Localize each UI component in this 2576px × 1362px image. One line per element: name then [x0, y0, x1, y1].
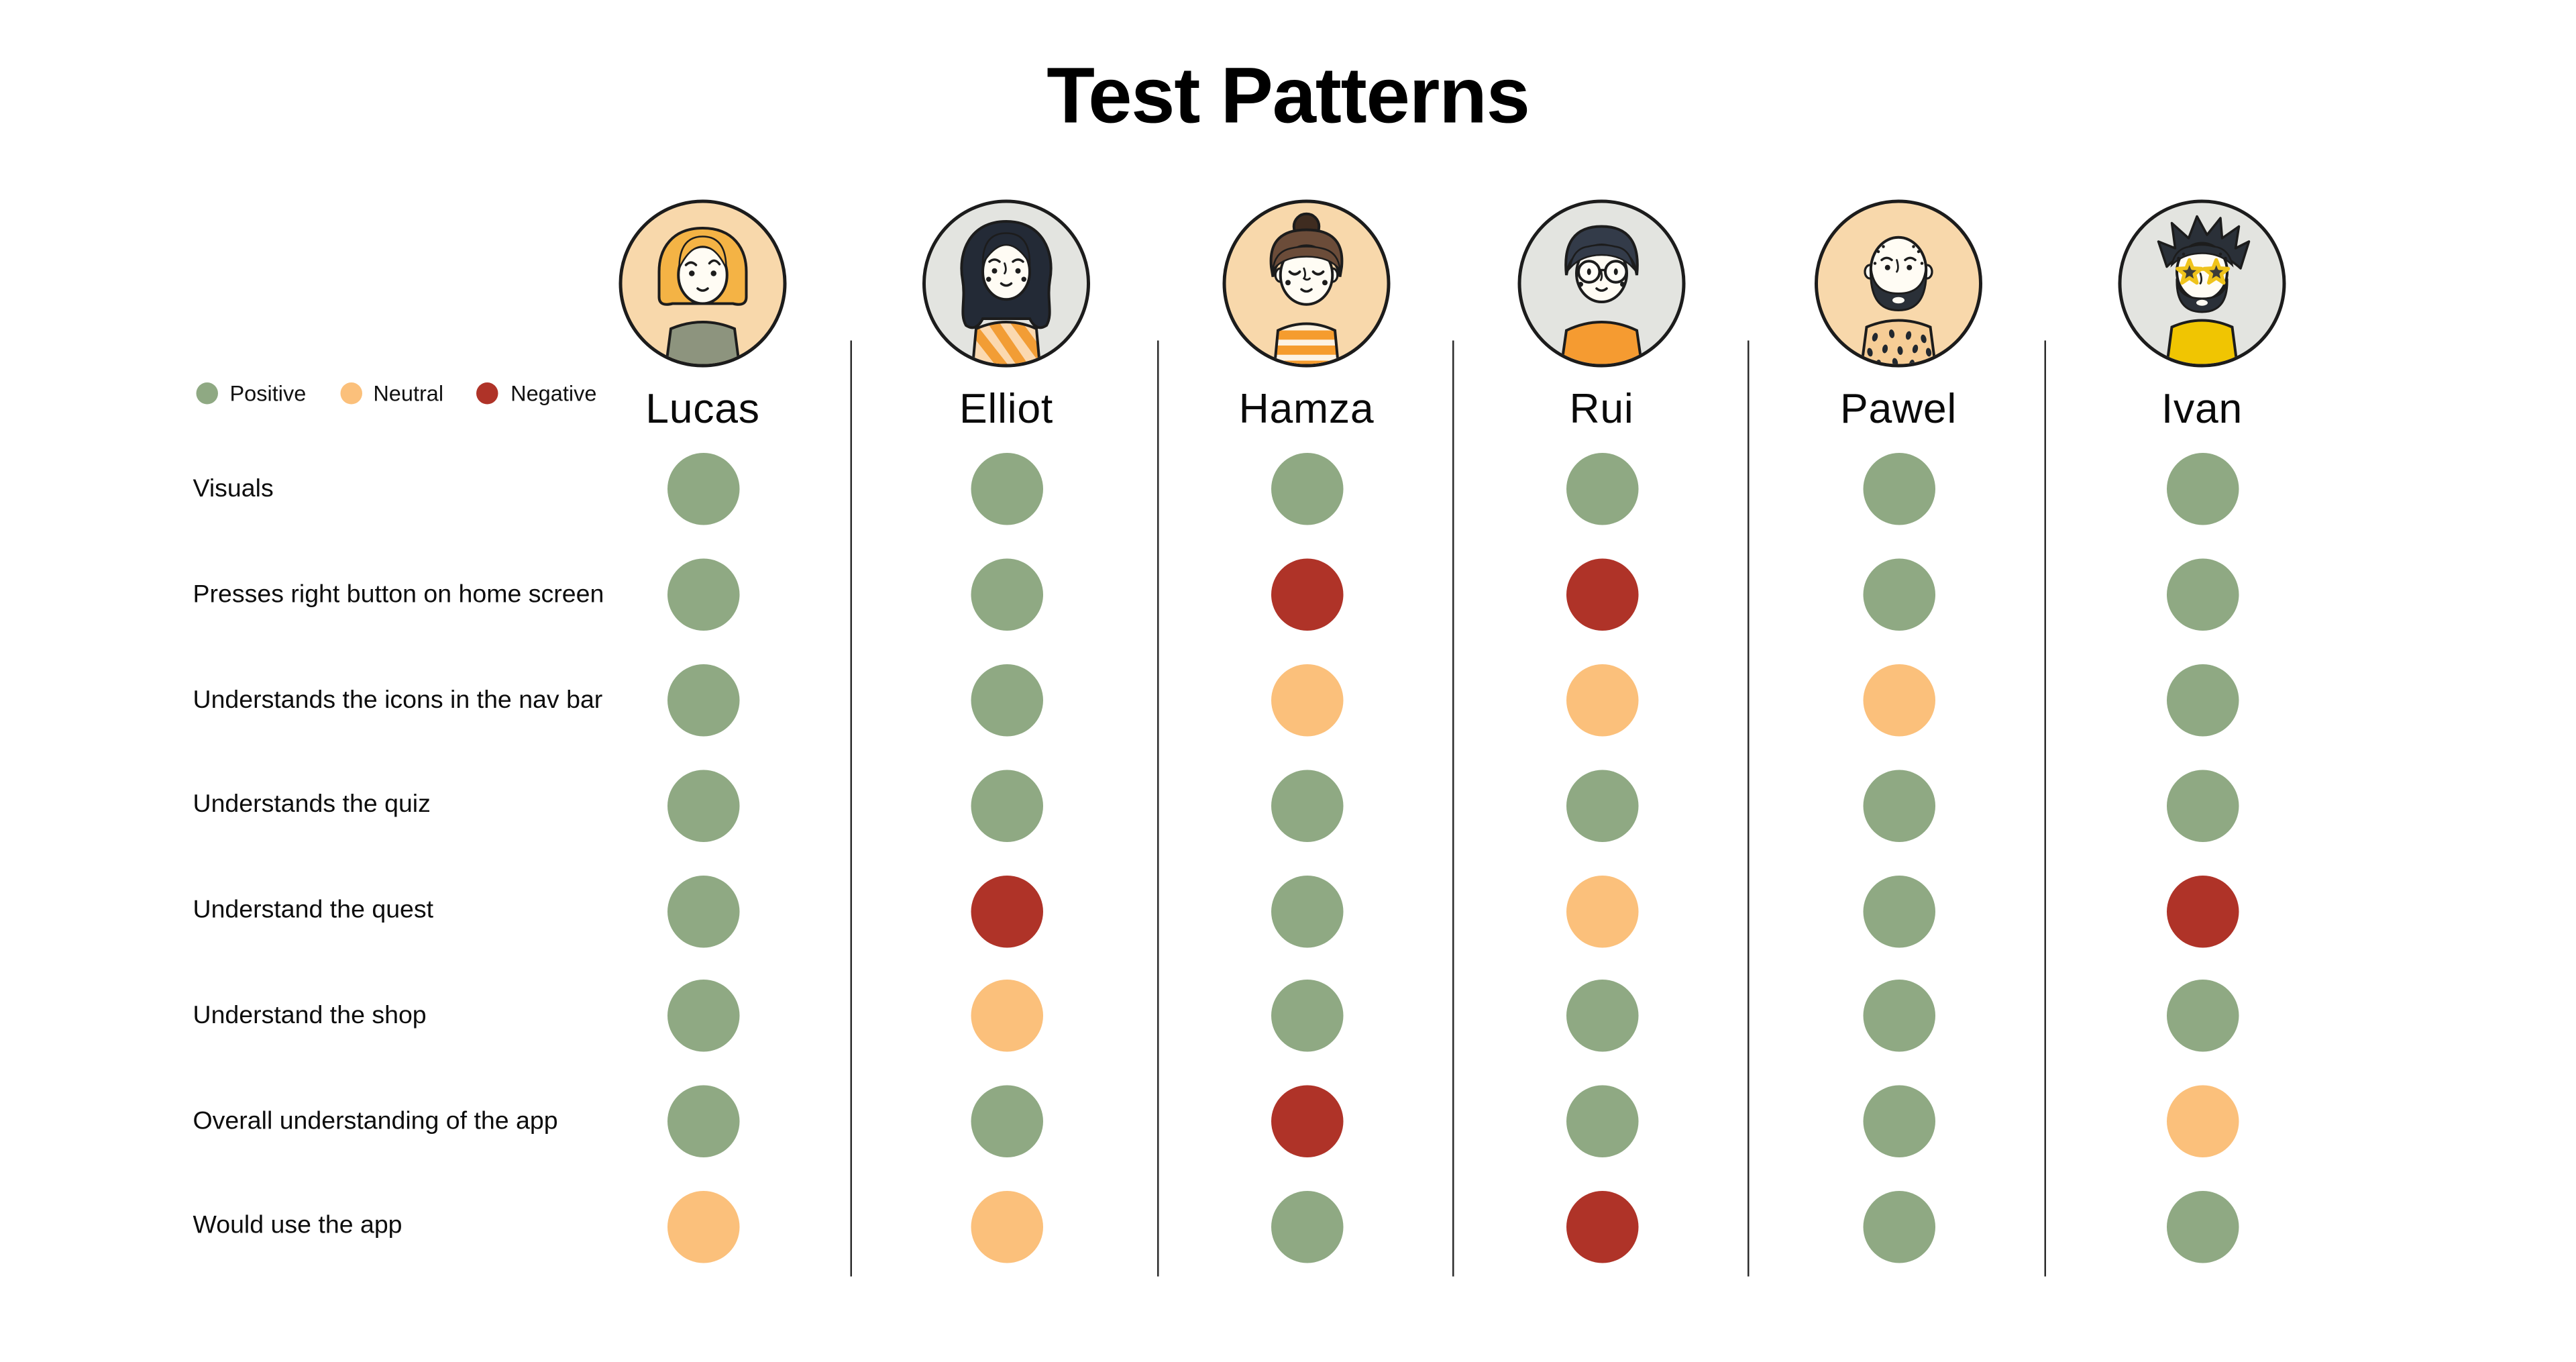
- rating-dot-hamza-positive: [1270, 1190, 1343, 1263]
- person-name-rui: Rui: [1569, 386, 1634, 433]
- rating-dot-pawel-positive: [1862, 980, 1935, 1052]
- rating-dot-lucas-neutral: [666, 1190, 739, 1263]
- rating-dot-ivan-positive: [2165, 980, 2239, 1052]
- person-name-hamza: Hamza: [1238, 386, 1375, 433]
- rating-dot-pawel-positive: [1862, 769, 1935, 841]
- legend-label-positive: Positive: [229, 380, 307, 407]
- person-name-lucas: Lucas: [645, 386, 760, 433]
- rating-dot-lucas-positive: [666, 1085, 739, 1157]
- rating-dot-lucas-positive: [666, 453, 739, 525]
- rating-dot-rui-positive: [1565, 769, 1638, 841]
- person-name-pawel: Pawel: [1840, 386, 1957, 433]
- rating-dot-pawel-positive: [1862, 558, 1935, 631]
- row-label-shop: Understand the shop: [193, 1001, 427, 1031]
- rating-dot-hamza-positive: [1270, 453, 1343, 525]
- rating-dot-hamza-positive: [1270, 769, 1343, 841]
- legend-item-positive: Positive: [196, 380, 307, 407]
- rating-dot-pawel-positive: [1862, 1085, 1935, 1157]
- rating-dot-hamza-positive: [1270, 980, 1343, 1052]
- neutral-dot-icon: [339, 382, 362, 405]
- person-name-ivan: Ivan: [2161, 386, 2243, 433]
- avatar-hamza-icon: [1222, 199, 1391, 368]
- rating-dot-elliot-negative: [970, 874, 1042, 947]
- column-divider: [850, 340, 853, 1277]
- column-divider: [1452, 340, 1455, 1277]
- rating-dot-ivan-positive: [2165, 453, 2239, 525]
- rating-dot-ivan-neutral: [2165, 1085, 2239, 1157]
- rating-dot-pawel-positive: [1862, 874, 1935, 947]
- rating-dot-hamza-neutral: [1270, 664, 1343, 737]
- legend-label-neutral: Neutral: [373, 380, 444, 407]
- rating-dot-pawel-positive: [1862, 453, 1935, 525]
- row-label-quest: Understand the quest: [193, 896, 434, 925]
- rating-dot-ivan-positive: [2165, 664, 2239, 737]
- legend: Positive Neutral Negative: [196, 380, 597, 407]
- rating-dot-elliot-positive: [970, 558, 1042, 631]
- rating-dot-lucas-positive: [666, 980, 739, 1052]
- rating-dot-rui-negative: [1565, 1190, 1638, 1263]
- row-label-overall: Overall understanding of the app: [193, 1107, 558, 1136]
- rating-dot-ivan-positive: [2165, 1190, 2239, 1263]
- negative-dot-icon: [477, 382, 499, 405]
- rating-dot-elliot-positive: [970, 664, 1042, 737]
- rating-dot-elliot-positive: [970, 1085, 1042, 1157]
- rating-dot-rui-neutral: [1565, 664, 1638, 737]
- person-name-elliot: Elliot: [959, 386, 1053, 433]
- avatar-pawel-icon: [1815, 199, 1982, 368]
- rating-dot-hamza-positive: [1270, 874, 1343, 947]
- column-divider: [2044, 340, 2047, 1277]
- rating-dot-rui-positive: [1565, 453, 1638, 525]
- page-title: Test Patterns: [1046, 50, 1530, 140]
- row-label-right-button: Presses right button on home screen: [193, 580, 604, 609]
- legend-label-negative: Negative: [511, 380, 597, 407]
- legend-item-neutral: Neutral: [339, 380, 444, 407]
- avatar-rui-icon: [1517, 199, 1686, 368]
- rating-dot-elliot-neutral: [970, 1190, 1042, 1263]
- rating-dot-elliot-positive: [970, 769, 1042, 841]
- rating-dot-rui-positive: [1565, 1085, 1638, 1157]
- rating-dot-hamza-negative: [1270, 1085, 1343, 1157]
- row-label-quiz: Understands the quiz: [193, 790, 431, 819]
- rating-dot-pawel-neutral: [1862, 664, 1935, 737]
- row-label-visuals: Visuals: [193, 474, 274, 504]
- row-label-nav-icons: Understands the icons in the nav bar: [193, 686, 603, 715]
- rating-dot-elliot-neutral: [970, 980, 1042, 1052]
- rating-dot-ivan-positive: [2165, 558, 2239, 631]
- legend-item-negative: Negative: [477, 380, 597, 407]
- rating-dot-lucas-positive: [666, 558, 739, 631]
- rating-dot-lucas-positive: [666, 664, 739, 737]
- rating-dot-rui-negative: [1565, 558, 1638, 631]
- rating-dot-rui-positive: [1565, 980, 1638, 1052]
- column-divider: [1157, 340, 1160, 1277]
- row-label-would-use: Would use the app: [193, 1211, 402, 1240]
- avatar-ivan-icon: [2118, 199, 2286, 368]
- rating-dot-pawel-positive: [1862, 1190, 1935, 1263]
- rating-dot-lucas-positive: [666, 769, 739, 841]
- rating-dot-ivan-positive: [2165, 769, 2239, 841]
- column-divider: [1748, 340, 1750, 1277]
- rating-dot-rui-neutral: [1565, 874, 1638, 947]
- rating-dot-lucas-positive: [666, 874, 739, 947]
- positive-dot-icon: [196, 382, 218, 405]
- avatar-lucas-icon: [619, 199, 787, 368]
- rating-dot-ivan-negative: [2165, 874, 2239, 947]
- avatar-elliot-icon: [922, 199, 1090, 368]
- rating-dot-elliot-positive: [970, 453, 1042, 525]
- rating-dot-hamza-negative: [1270, 558, 1343, 631]
